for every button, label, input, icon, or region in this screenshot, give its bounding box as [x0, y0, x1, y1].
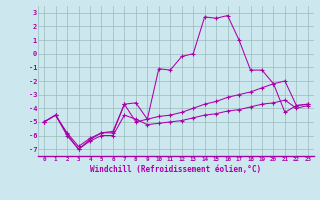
X-axis label: Windchill (Refroidissement éolien,°C): Windchill (Refroidissement éolien,°C): [91, 165, 261, 174]
